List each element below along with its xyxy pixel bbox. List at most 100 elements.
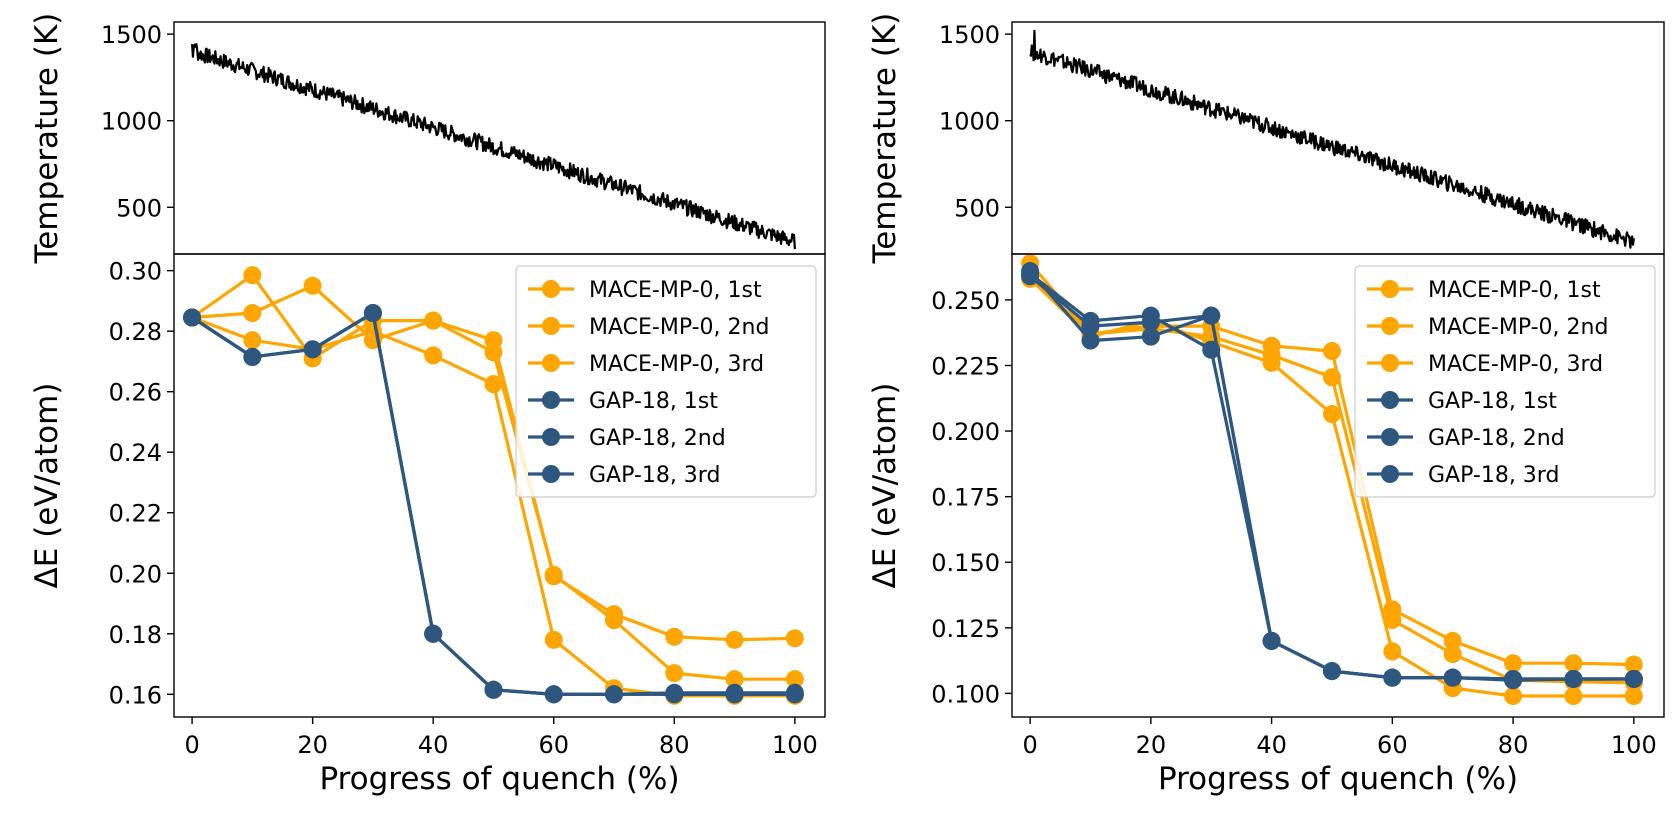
- data-point: [1322, 368, 1341, 387]
- y-tick-label: 0.100: [931, 680, 1000, 708]
- data-point: [785, 670, 804, 689]
- temperature-y-axis-label: Temperature (K): [29, 13, 65, 265]
- data-point: [785, 685, 804, 704]
- y-tick-label: 1500: [939, 21, 1000, 49]
- energy-axes-frame: [173, 253, 826, 718]
- data-point: [1624, 655, 1643, 674]
- data-point: [665, 685, 684, 704]
- legend-label: GAP-18, 3rd: [1428, 463, 1559, 488]
- data-point: [484, 375, 503, 394]
- y-tick-label: 0.16: [109, 681, 162, 709]
- data-point: [605, 685, 624, 704]
- legend-marker: [542, 428, 560, 446]
- legend-label: MACE-MP-0, 3rd: [589, 352, 764, 377]
- legend-marker: [542, 280, 560, 298]
- y-tick-label: 500: [954, 194, 1000, 222]
- y-tick-label: 1000: [101, 108, 162, 136]
- data-point: [243, 347, 262, 366]
- data-point: [424, 311, 443, 330]
- x-tick-label: 40: [1256, 731, 1287, 759]
- data-point: [243, 266, 262, 285]
- data-point: [1383, 642, 1402, 661]
- data-point: [1383, 610, 1402, 629]
- data-point: [1504, 687, 1523, 706]
- legend-label: MACE-MP-0, 1st: [589, 278, 762, 303]
- data-point: [1564, 687, 1583, 706]
- data-point: [1564, 669, 1583, 688]
- data-point: [1262, 631, 1281, 650]
- y-tick-label: 500: [116, 194, 162, 222]
- data-point: [1081, 331, 1100, 350]
- data-point: [1021, 267, 1040, 286]
- legend-marker: [542, 465, 560, 483]
- data-point: [544, 565, 563, 584]
- x-axis-label: Progress of quench (%): [1158, 761, 1518, 797]
- data-point: [1322, 662, 1341, 681]
- data-point: [303, 276, 322, 295]
- y-tick-label: 1500: [101, 21, 162, 49]
- data-point: [183, 308, 202, 327]
- x-tick-label: 80: [1498, 731, 1529, 759]
- data-point: [243, 304, 262, 323]
- x-tick-label: 80: [659, 731, 690, 759]
- y-tick-label: 0.150: [931, 549, 1000, 577]
- legend-label: MACE-MP-0, 3rd: [1428, 352, 1603, 377]
- legend-marker: [542, 317, 560, 335]
- legend: MACE-MP-0, 1st MACE-MP-0, 2nd MACE-MP-0, 3…: [515, 265, 817, 498]
- y-tick-label: 0.30: [109, 258, 162, 286]
- legend-marker: [1381, 465, 1399, 483]
- legend-marker: [1381, 280, 1399, 298]
- x-tick-label: 0: [184, 731, 199, 759]
- data-point: [1443, 645, 1462, 664]
- data-point: [544, 630, 563, 649]
- data-point: [544, 685, 563, 704]
- x-axis-label: Progress of quench (%): [319, 761, 679, 797]
- x-tick-label: 100: [772, 731, 818, 759]
- data-point: [1443, 631, 1462, 650]
- left-panel: 500100015000.160.180.200.220.240.260.280…: [29, 13, 826, 797]
- legend-box: [515, 265, 817, 498]
- temperature-trace: [1029, 29, 1635, 249]
- data-point: [1081, 317, 1100, 336]
- x-tick-label: 60: [1377, 731, 1408, 759]
- data-point: [605, 611, 624, 630]
- legend-marker: [1381, 391, 1399, 409]
- legend-label: GAP-18, 2nd: [589, 426, 726, 451]
- y-tick-label: 0.175: [931, 484, 1000, 512]
- data-point: [363, 322, 382, 341]
- y-tick-label: 0.28: [109, 318, 162, 346]
- y-tick-label: 0.200: [931, 418, 1000, 446]
- data-point: [424, 624, 443, 643]
- data-point: [1141, 327, 1160, 346]
- data-point: [725, 685, 744, 704]
- temperature-y-axis-label: Temperature (K): [867, 13, 903, 265]
- series-gap-5: [1021, 267, 1643, 688]
- data-point: [785, 629, 804, 648]
- data-point: [363, 304, 382, 323]
- data-point: [1504, 654, 1523, 673]
- data-point: [1504, 669, 1523, 688]
- data-point: [1322, 342, 1341, 361]
- data-point: [1383, 668, 1402, 687]
- data-point: [424, 346, 443, 365]
- y-tick-label: 1000: [939, 108, 1000, 136]
- legend-label: GAP-18, 3rd: [589, 463, 720, 488]
- legend-box: [1354, 265, 1656, 498]
- data-point: [1624, 669, 1643, 688]
- data-point: [1564, 654, 1583, 673]
- series-gap-5: [183, 304, 804, 704]
- y-tick-label: 0.125: [931, 615, 1000, 643]
- data-point: [725, 670, 744, 689]
- legend-marker: [1381, 354, 1399, 372]
- x-tick-label: 40: [418, 731, 449, 759]
- data-point: [1141, 313, 1160, 332]
- data-point: [1202, 306, 1221, 325]
- energy-y-axis-label: ΔE (eV/atom): [867, 383, 903, 589]
- x-tick-label: 100: [1611, 731, 1657, 759]
- y-tick-label: 0.18: [109, 621, 162, 649]
- legend-marker: [542, 354, 560, 372]
- legend-marker: [542, 391, 560, 409]
- y-tick-label: 0.26: [109, 379, 162, 407]
- legend-label: GAP-18, 1st: [1428, 389, 1557, 414]
- data-point: [1262, 353, 1281, 372]
